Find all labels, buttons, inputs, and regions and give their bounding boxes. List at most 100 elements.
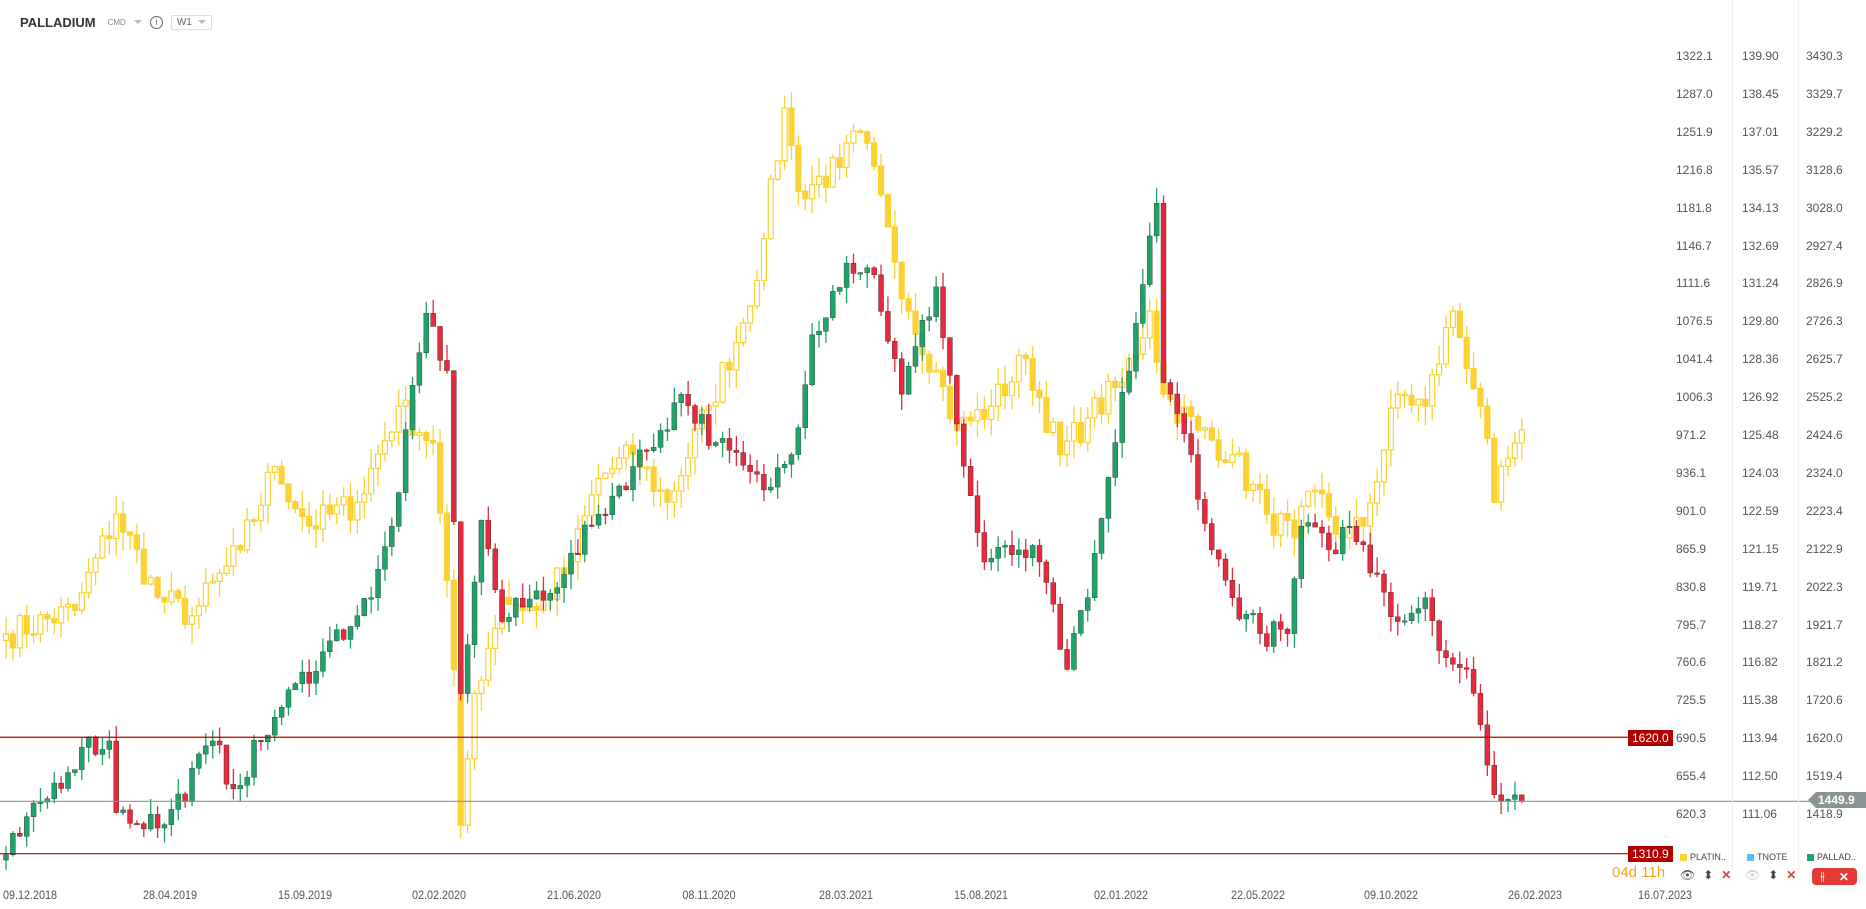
pt-candle-body <box>175 590 182 599</box>
pt-candle-body <box>292 501 299 510</box>
eye-off-icon[interactable]: 👁 <box>1745 868 1761 882</box>
pt-candle-body <box>209 580 216 584</box>
info-icon[interactable]: i <box>149 15 163 29</box>
pt-candle-body <box>760 238 768 282</box>
pd-candle-body <box>1160 203 1167 383</box>
pt-candle-body <box>1394 393 1401 409</box>
pd-candle-body <box>203 745 209 755</box>
pt-candle-body <box>388 431 395 442</box>
pt-candle-body <box>23 615 30 635</box>
pd-candle-body <box>712 442 719 446</box>
pd-candle-body <box>1367 544 1373 574</box>
pd-candle-body <box>1133 323 1139 372</box>
pt-candle-body <box>1415 398 1422 406</box>
pt-candle-body <box>1091 397 1098 419</box>
pt-candle-body <box>1070 422 1078 442</box>
level-tag-upper[interactable]: 1620.0 <box>1628 730 1673 746</box>
pd-candle-body <box>485 519 491 549</box>
pd-candle-body <box>1388 591 1394 617</box>
pd-candle-body <box>1098 518 1105 554</box>
eye-icon[interactable]: 👁 <box>1680 868 1696 882</box>
pd-candle-body <box>1360 541 1367 546</box>
pd-candle-body <box>1401 620 1408 623</box>
pt-candle-body <box>430 439 437 444</box>
pd-candle-body <box>1091 553 1098 598</box>
pd-candle-body <box>368 597 374 600</box>
pd-candle-body <box>533 590 540 600</box>
reorder-icon[interactable]: ⬍ <box>1768 868 1779 882</box>
symbol-name: PALLADIUM <box>20 14 96 30</box>
pd-candle-body <box>1450 657 1456 665</box>
close-icon[interactable]: ✕ <box>1838 869 1849 884</box>
pd-candle-body <box>430 313 436 327</box>
pd-candle-body <box>692 405 698 424</box>
pd-candle-body <box>1105 477 1112 519</box>
pt-candle-body <box>1291 519 1298 539</box>
pt-candle-body <box>1504 457 1512 468</box>
x-axis-label: 02.01.2022 <box>1093 888 1149 902</box>
pt-candle-body <box>1187 406 1195 417</box>
legend-palladium[interactable]: PALLAD.. <box>1807 852 1856 862</box>
pd-candle-body <box>1277 621 1284 630</box>
pd-candle-body <box>141 823 147 830</box>
pd-candle-body <box>72 769 78 773</box>
pd-candle-body <box>1291 578 1298 634</box>
chevron-down-icon[interactable] <box>133 20 142 24</box>
pd-candle-body <box>954 375 960 425</box>
reorder-icon[interactable]: ⬍ <box>1703 868 1714 882</box>
pt-candle-body <box>650 466 657 492</box>
pt-candle-body <box>864 131 871 144</box>
pd-candle-body <box>471 581 478 645</box>
pt-candle-body <box>271 466 278 473</box>
close-icon[interactable]: ✕ <box>1786 868 1797 882</box>
pd-candle-body <box>1505 799 1511 802</box>
legend-tnote[interactable]: TNOTE <box>1747 852 1788 862</box>
close-icon[interactable]: ✕ <box>1721 868 1732 882</box>
pt-candle-body <box>133 534 141 550</box>
pd-candle-body <box>1264 633 1270 647</box>
pt-candle-body <box>361 492 368 503</box>
pt-candle-body <box>1077 422 1084 444</box>
pt-candle-body <box>877 165 885 196</box>
legend-platinum[interactable]: PLATIN.. <box>1680 852 1726 862</box>
x-axis-label: 15.09.2019 <box>277 888 333 902</box>
pd-candle-body <box>788 454 795 465</box>
pt-candle-body <box>333 504 340 515</box>
pd-candle-body <box>237 785 243 790</box>
pd-candle-body <box>947 337 953 376</box>
axis-label-platinum: 1146.7 <box>1676 238 1712 253</box>
pt-candle-body <box>712 401 719 407</box>
pd-candle-body <box>334 629 340 642</box>
pd-candle-body <box>320 651 326 672</box>
pt-candle-body <box>781 107 788 162</box>
pt-candle-body <box>1208 427 1215 441</box>
pd-candle-body <box>1415 608 1422 614</box>
pd-candle-body <box>409 385 416 430</box>
axis-label-tnote: 137.01 <box>1742 124 1779 139</box>
pd-candle-body <box>699 414 705 424</box>
pt-candle-body <box>264 471 271 506</box>
candlestick-icon[interactable]: ⫳ <box>1820 869 1825 883</box>
pd-candle-body <box>878 274 884 312</box>
axis-label-tnote: 132.69 <box>1742 238 1779 253</box>
timeframe-select[interactable]: W1 <box>170 14 212 30</box>
pt-candle-body <box>92 557 99 573</box>
pd-candle-body <box>1050 582 1056 605</box>
pd-candle-body <box>327 640 333 652</box>
pd-candle-body <box>1085 597 1091 611</box>
pd-candle-body <box>781 464 788 468</box>
pt-candle-body <box>740 322 747 344</box>
pt-candle-body <box>1008 381 1016 397</box>
pd-candle-body <box>513 597 519 618</box>
pt-candle-body <box>1380 449 1388 483</box>
palladium-controls: ⫳ ✕ <box>1812 868 1857 885</box>
pt-candle-body <box>788 107 795 146</box>
axis-label-platinum: 1216.8 <box>1676 162 1713 177</box>
pt-candle-body <box>967 416 974 422</box>
timeframe-value: W1 <box>176 16 192 28</box>
axis-label-palladium: 1418.9 <box>1806 807 1843 821</box>
axis-label-platinum: 620.3 <box>1676 807 1707 821</box>
level-tag-lower[interactable]: 1310.9 <box>1628 846 1673 862</box>
axis-label-platinum: 655.4 <box>1676 769 1707 784</box>
